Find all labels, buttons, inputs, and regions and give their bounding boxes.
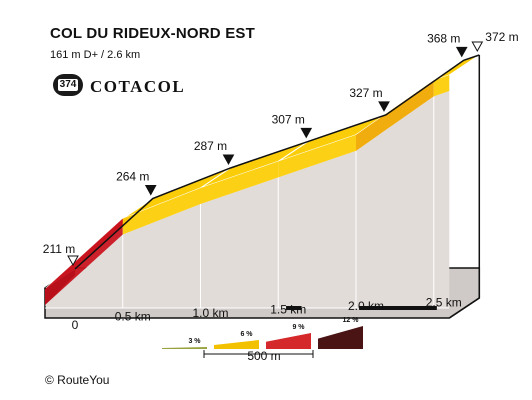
cotacol-badge-icon: 374 (53, 74, 83, 96)
legend-swatch (214, 340, 259, 349)
elevation-marker (455, 46, 468, 58)
elevation-marker (144, 185, 157, 196)
profile-segment-side (278, 134, 356, 178)
legend-swatch (318, 326, 363, 349)
elevation-marker (67, 255, 79, 267)
profile-segment-side (200, 161, 279, 204)
elevation-label: 264 m (116, 170, 149, 184)
copyright-text: © RouteYou (45, 373, 110, 387)
x-tick-label: 0 (72, 318, 79, 332)
elevation-label: 372 m (485, 30, 518, 44)
x-tick-label: 0.5 km (115, 310, 151, 324)
profile-segment-side (356, 80, 434, 151)
x-tick-label: 1.0 km (192, 306, 228, 320)
scale-label: 500 m (247, 349, 280, 363)
elevation-marker (300, 127, 313, 139)
elevation-marker (471, 41, 484, 53)
grade-legend: 3 % 6 % 9 % 12 % 500 m (162, 317, 363, 363)
badge-number: 374 (57, 79, 79, 91)
marker-layer: 211 m 264 m 287 m 307 m 327 m 368 m 372 m (43, 30, 519, 267)
profile-segment-side (433, 75, 450, 97)
profile-wall (45, 91, 450, 308)
x-tick-label: 2.5 km (426, 296, 462, 310)
profile-layer (44, 54, 481, 319)
elevation-label: 211 m (43, 242, 75, 256)
elevation-label: 307 m (272, 112, 305, 126)
elevation-marker (378, 101, 390, 112)
x-tick-label: 2.0 km (348, 299, 384, 313)
brand-name: COTACOL (90, 77, 186, 96)
legend-label: 9 % (292, 324, 305, 331)
legend-label: 3 % (188, 338, 201, 345)
legend-swatch (162, 347, 207, 349)
back-edge (74, 54, 480, 270)
climb-title: COL DU RIDEUX-NORD EST (50, 25, 255, 42)
elevation-label: 368 m (427, 31, 460, 45)
profile-segment-side (122, 187, 201, 235)
end-edge (448, 55, 481, 319)
x-axis: 0 0.5 km 1.0 km 1.5 km 2.0 km 2.5 km (72, 296, 462, 333)
legend-label: 6 % (240, 331, 253, 338)
legend-label: 12 % (343, 317, 360, 324)
legend-swatch (266, 333, 311, 349)
elevation-label: 287 m (194, 139, 227, 153)
start-cap (45, 269, 75, 305)
climb-stats: 161 m D+ / 2.6 km (50, 49, 141, 61)
x-tick-label: 1.5 km (270, 303, 306, 317)
elevation-label: 327 m (349, 86, 382, 100)
elevation-marker (222, 154, 235, 166)
